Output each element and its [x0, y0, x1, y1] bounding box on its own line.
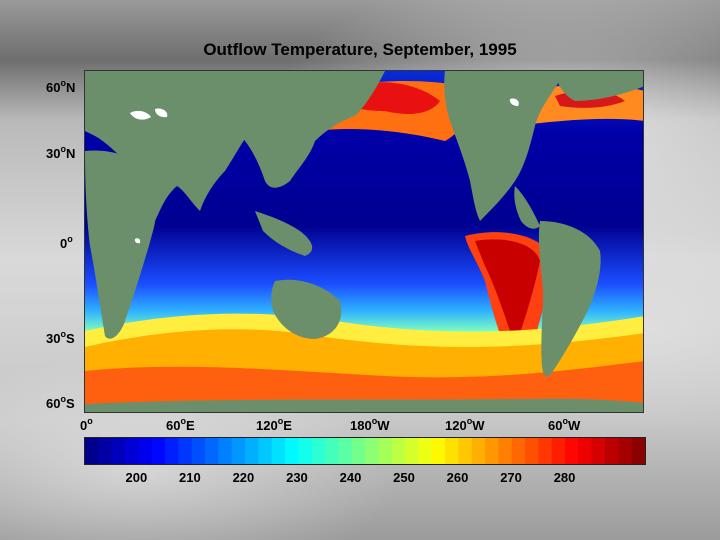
colorbar-band: [591, 438, 606, 464]
lon-label-0: 0o: [80, 416, 93, 433]
east-pacific-hot-core: [475, 239, 540, 346]
map-svg: [85, 71, 643, 412]
colorbar-band: [271, 438, 286, 464]
lon-label-60e: 60oE: [166, 416, 195, 433]
colorbar-band: [298, 438, 313, 464]
colorbar-band: [631, 438, 646, 464]
colorbar-tick-label: 220: [232, 470, 255, 485]
colorbar-tick-label: 210: [179, 470, 201, 485]
colorbar-band: [431, 438, 446, 464]
colorbar-band: [618, 438, 633, 464]
colorbar-tick-label: 240: [339, 470, 362, 485]
land-australia: [271, 279, 342, 339]
colorbar-svg: [85, 438, 646, 464]
colorbar-band: [125, 438, 139, 464]
lat-label-30s: 30oS: [46, 329, 75, 346]
colorbar-band: [325, 438, 339, 464]
land-south-america: [538, 221, 601, 377]
colorbar-band: [378, 438, 393, 464]
colorbar-band: [205, 438, 219, 464]
colorbar-band: [351, 438, 366, 464]
ice-patch-4: [134, 238, 141, 244]
colorbar-band: [98, 438, 113, 464]
southern-hot-belt: [85, 361, 643, 412]
colorbar-band: [258, 438, 273, 464]
lat-label-60n: 60oN: [46, 78, 76, 95]
lon-label-180w: 180oW: [350, 416, 390, 433]
temperature-map: [84, 70, 644, 413]
lon-label-120e: 120oE: [256, 416, 292, 433]
colorbar-band: [511, 438, 526, 464]
colorbar-band: [525, 438, 539, 464]
lat-label-0: 0o: [60, 234, 73, 251]
lon-label-120w: 120oW: [445, 416, 485, 433]
colorbar-tick-label: 280: [553, 470, 576, 485]
colorbar-band: [338, 438, 353, 464]
ice-patch-2: [155, 108, 168, 118]
colorbar-band: [311, 438, 326, 464]
temperature-colorbar: [84, 437, 646, 465]
colorbar-band: [471, 438, 486, 464]
colorbar-band: [138, 438, 153, 464]
colorbar-band: [178, 438, 193, 464]
colorbar-band: [538, 438, 553, 464]
colorbar-band: [485, 438, 499, 464]
colorbar-tick-label: 230: [286, 470, 308, 485]
colorbar-band: [218, 438, 233, 464]
colorbar-band: [231, 438, 246, 464]
colorbar-tick-label: 250: [393, 470, 415, 485]
lat-label-60s: 60oS: [46, 394, 75, 411]
colorbar-band: [165, 438, 179, 464]
ice-patch-3: [509, 98, 519, 106]
map-title: Outflow Temperature, September, 1995: [203, 40, 517, 59]
colorbar-band: [418, 438, 433, 464]
southern-yellow-belt: [85, 313, 643, 347]
colorbar-band: [245, 438, 259, 464]
colorbar-band: [565, 438, 579, 464]
colorbar-band: [365, 438, 379, 464]
land-masses: [85, 71, 643, 412]
lat-label-30n: 30oN: [46, 144, 76, 161]
colorbar-band: [605, 438, 619, 464]
sea-ice-patches: [130, 98, 519, 244]
colorbar-band: [498, 438, 513, 464]
colorbar-band: [285, 438, 299, 464]
land-maritime-se-asia: [255, 211, 313, 256]
colorbar-tick-label: 270: [500, 470, 522, 485]
land-antarctica: [85, 398, 643, 412]
ice-patch-1: [130, 110, 151, 120]
colorbar-band: [578, 438, 593, 464]
land-greenland-canada: [555, 71, 643, 101]
lon-label-60w: 60oW: [548, 416, 581, 433]
colorbar-tick-label: 200: [125, 470, 148, 485]
colorbar-band: [151, 438, 166, 464]
land-asia-east: [225, 71, 385, 188]
colorbar-band: [445, 438, 459, 464]
colorbar-band: [458, 438, 473, 464]
land-africa: [85, 150, 157, 339]
land-central-america: [514, 186, 540, 229]
colorbar-band: [551, 438, 566, 464]
colorbar-band: [191, 438, 206, 464]
colorbar-band: [111, 438, 126, 464]
colorbar-band: [405, 438, 419, 464]
colorbar-band: [391, 438, 406, 464]
colorbar-tick-label: 260: [446, 470, 469, 485]
land-north-america: [444, 71, 565, 221]
colorbar-band: [85, 438, 99, 464]
